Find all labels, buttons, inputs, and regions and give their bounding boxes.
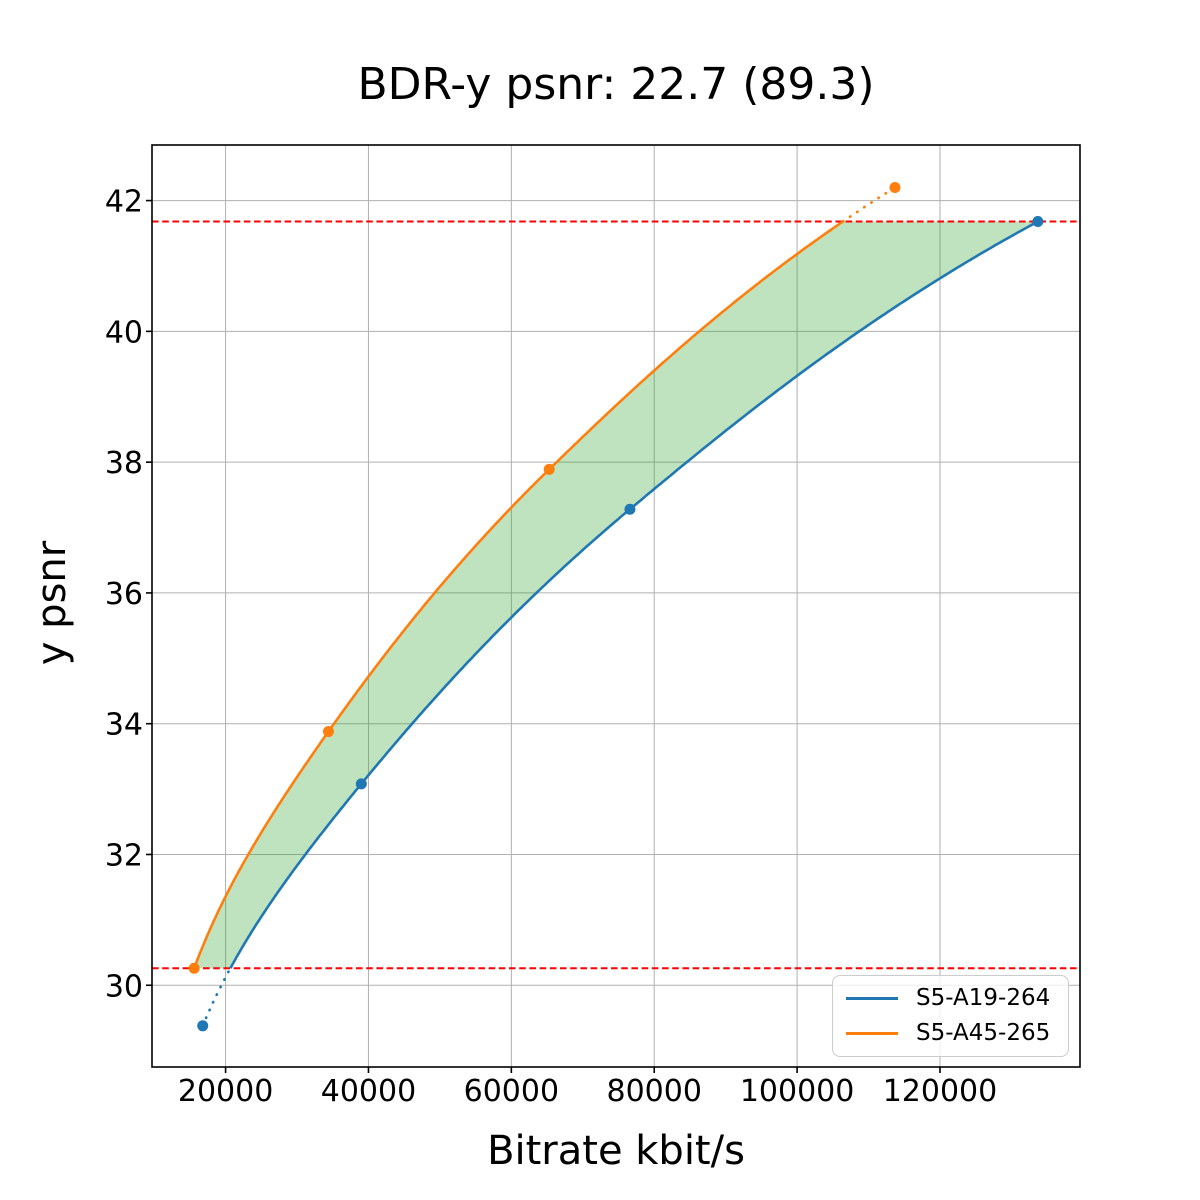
data-point-s5-a45-265 bbox=[322, 726, 334, 738]
axes-spines bbox=[151, 144, 1081, 1068]
series-s5-a45-265-dotted bbox=[841, 186, 897, 223]
series-s5-a45-265-curve bbox=[192, 220, 844, 969]
legend-label: S5-A19-264 bbox=[916, 985, 1051, 1012]
x-tick-label: 100000 bbox=[740, 1074, 855, 1109]
legend-box: S5-A19-264 S5-A45-265 bbox=[832, 975, 1069, 1057]
data-point-s5-a19-264 bbox=[197, 1020, 209, 1032]
y-axis-title: y psnr bbox=[29, 540, 75, 666]
data-point-s5-a45-265 bbox=[543, 463, 555, 475]
y-tick-label: 36 bbox=[105, 577, 143, 612]
x-tick-label: 80000 bbox=[607, 1074, 702, 1109]
data-point-s5-a19-264 bbox=[1032, 216, 1044, 228]
chart-title: BDR-y psnr: 22.7 (89.3) bbox=[357, 59, 875, 110]
y-tick-label: 30 bbox=[105, 969, 143, 1004]
x-tick-label: 120000 bbox=[883, 1074, 998, 1109]
y-tick-label: 40 bbox=[105, 315, 143, 350]
legend-label: S5-A45-265 bbox=[916, 1019, 1051, 1046]
y-tick-label: 38 bbox=[105, 446, 143, 481]
y-tick-label: 42 bbox=[105, 185, 143, 220]
legend-item-s5-a45-265: S5-A45-265 bbox=[833, 1019, 1068, 1046]
x-tick-label: 20000 bbox=[178, 1074, 273, 1109]
data-point-s5-a19-264 bbox=[624, 503, 636, 515]
legend-item-s5-a19-264: S5-A19-264 bbox=[833, 987, 1068, 1010]
x-axis-title: Bitrate kbit/s bbox=[487, 1128, 745, 1174]
plot-background bbox=[152, 145, 1080, 1067]
series-s5-a19-264-curve bbox=[229, 220, 1039, 970]
y-tick-label: 32 bbox=[105, 838, 143, 873]
legend-line-sample-orange bbox=[846, 1031, 898, 1035]
legend-line-sample-blue bbox=[846, 997, 898, 1001]
x-tick-label: 60000 bbox=[464, 1074, 559, 1109]
x-tick-label: 40000 bbox=[321, 1074, 416, 1109]
data-point-s5-a45-265 bbox=[889, 182, 901, 194]
data-point-s5-a19-264 bbox=[355, 778, 367, 790]
y-tick-label: 34 bbox=[105, 708, 143, 743]
data-point-s5-a45-265 bbox=[188, 962, 200, 974]
